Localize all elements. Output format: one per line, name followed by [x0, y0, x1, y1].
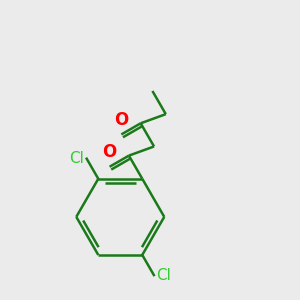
Text: Cl: Cl: [69, 151, 84, 166]
Text: O: O: [103, 143, 117, 161]
Text: O: O: [114, 111, 128, 129]
Text: Cl: Cl: [156, 268, 171, 283]
